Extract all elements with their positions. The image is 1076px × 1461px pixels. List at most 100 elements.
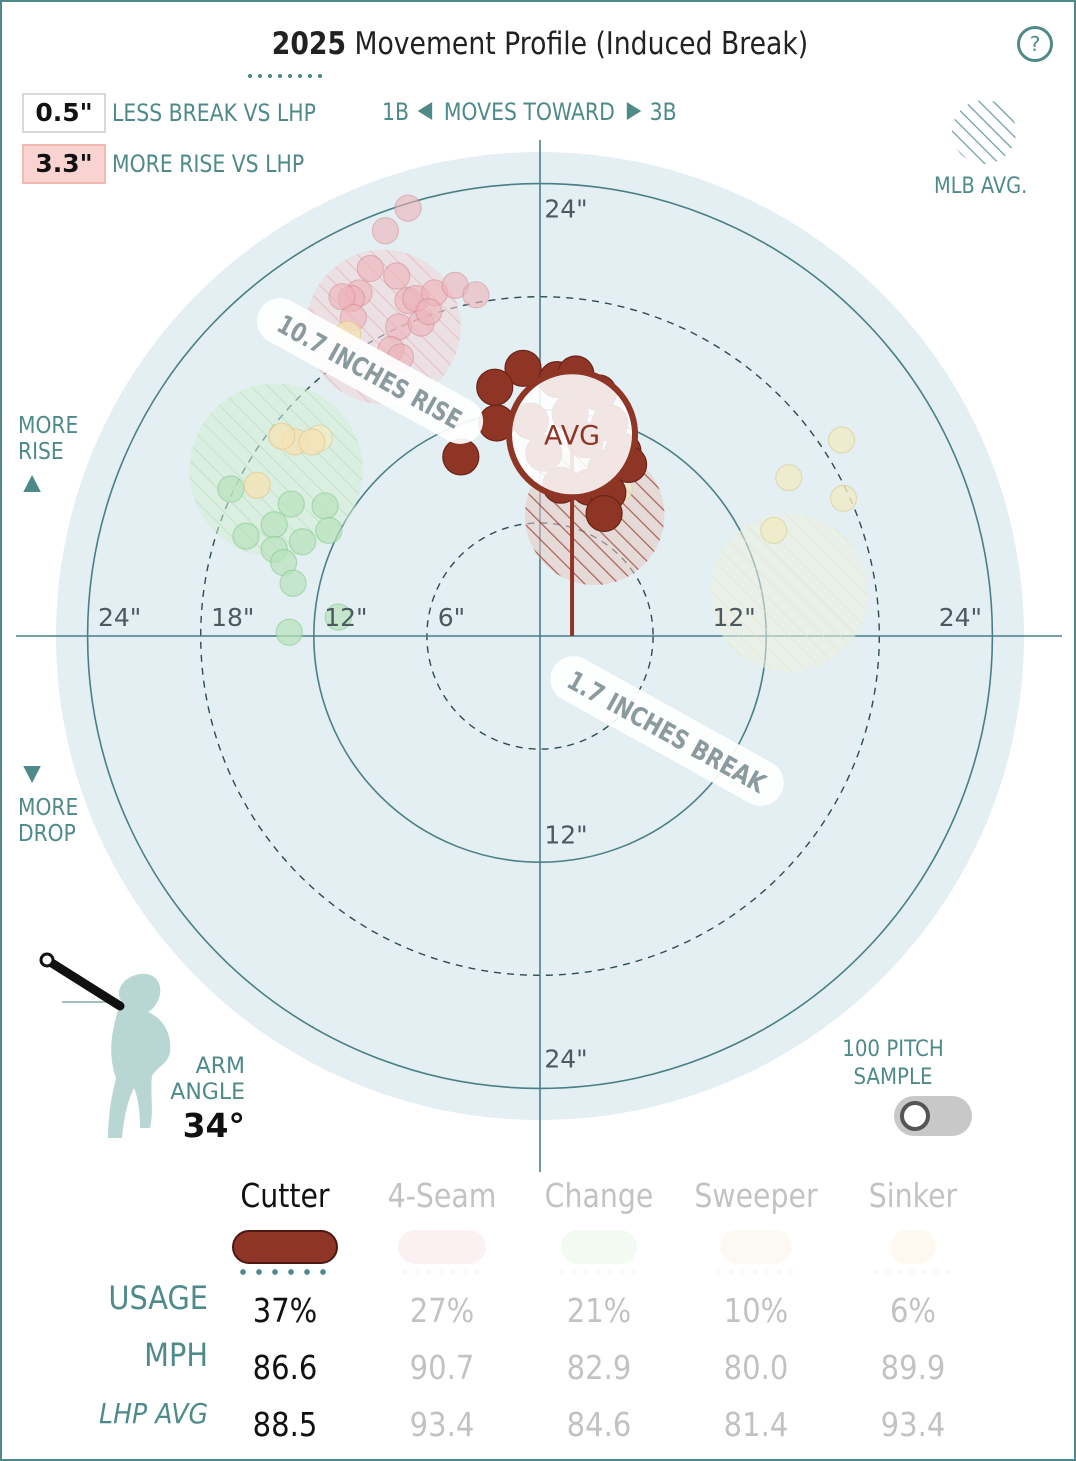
point-cutter-16 xyxy=(585,494,623,533)
mlb-region-hatch-sweeper xyxy=(709,513,868,672)
pitch-color-pill[interactable] xyxy=(720,1230,792,1264)
lhp-avg-row-label: LHP AVG xyxy=(99,1397,208,1430)
pitch-sample-toggle[interactable] xyxy=(894,1096,972,1136)
pitch-tab-cutter[interactable]: Cutter 37% 86.6 88.5 xyxy=(210,1174,360,1453)
pitch-usage: 21% xyxy=(566,1291,632,1330)
mph-row-label: MPH xyxy=(144,1336,208,1374)
point-4-seam-1 xyxy=(371,217,400,245)
pitch-usage: 10% xyxy=(723,1291,789,1330)
x-label-left-24: 24" xyxy=(98,603,141,632)
point-sinker-2 xyxy=(298,428,326,456)
y-label-bottom-24: 24" xyxy=(544,1045,587,1074)
rise-callout-bg xyxy=(256,298,484,444)
more-drop-line-1: MORE xyxy=(18,795,79,821)
pitch-usage: 27% xyxy=(409,1291,475,1330)
point-sweeper-1 xyxy=(827,426,856,454)
point-change-1 xyxy=(277,490,305,518)
more-drop-line-2: DROP xyxy=(18,821,76,847)
less-break-label: LESS BREAK VS LHP xyxy=(112,99,316,127)
pitch-color-pill[interactable] xyxy=(398,1230,486,1264)
average-circle xyxy=(506,368,639,501)
y-label-bottom-12: 12" xyxy=(544,820,587,849)
pitch-lhp-avg: 88.5 xyxy=(252,1405,318,1444)
point-sweeper-0 xyxy=(775,464,803,492)
average-marker: AVG xyxy=(506,368,639,501)
x-label-left-12: 12" xyxy=(324,603,367,632)
pitch-color-pill[interactable] xyxy=(232,1230,338,1264)
point-change-7 xyxy=(315,516,343,545)
point-cutter-17 xyxy=(442,438,480,476)
more-rise-side-label: MORE RISE xyxy=(18,413,78,492)
point-4-seam-3 xyxy=(383,262,411,290)
pitch-lhp-avg: 81.4 xyxy=(723,1405,789,1444)
arrow-up-icon xyxy=(23,475,41,492)
pitch-pill-dots xyxy=(556,1268,642,1276)
help-button[interactable]: ? xyxy=(1017,26,1053,62)
axes xyxy=(16,140,1062,1172)
point-sweeper-2 xyxy=(829,484,858,512)
point-change-3 xyxy=(232,522,260,550)
point-4-seam-11 xyxy=(328,283,356,311)
toggle-knob[interactable] xyxy=(900,1101,930,1131)
sample-label-2: SAMPLE xyxy=(853,1065,933,1090)
mlb-avg-swatch xyxy=(952,100,1016,164)
point-cutter-0 xyxy=(504,349,542,387)
point-sinker-1 xyxy=(268,422,296,450)
point-sweeper-3 xyxy=(760,516,788,545)
pitch-tab-4-seam[interactable]: 4-Seam 27% 90.7 93.4 xyxy=(367,1174,517,1453)
pitch-lhp-avg: 84.6 xyxy=(566,1405,632,1444)
pitch-pill-dots xyxy=(713,1268,799,1276)
pitch-lhp-avg: 93.4 xyxy=(409,1405,475,1444)
pitch-name[interactable]: 4-Seam xyxy=(387,1176,497,1215)
direction-legend: 1B MOVES TOWARD 3B xyxy=(382,98,677,126)
point-change-0 xyxy=(217,475,245,503)
page-title: 2025 Movement Profile (Induced Break) xyxy=(77,26,1002,62)
arm-label-2: ANGLE xyxy=(170,1080,245,1105)
arm-angle-value: 34° xyxy=(182,1106,245,1145)
title-rest: Movement Profile (Induced Break) xyxy=(345,26,809,62)
arrow-left-icon xyxy=(417,102,432,120)
mlb-avg-label: MLB AVG. xyxy=(934,174,1028,199)
point-4-seam-10 xyxy=(462,281,490,309)
x-label-left-18: 18" xyxy=(211,603,254,632)
pitch-lhp-avg: 93.4 xyxy=(880,1405,946,1444)
year-selector-dots[interactable] xyxy=(245,74,323,78)
pitch-pill-dots xyxy=(399,1268,485,1276)
point-change-6 xyxy=(288,528,317,556)
pitch-usage: 6% xyxy=(889,1291,937,1330)
sample-label-1: 100 PITCH xyxy=(842,1037,944,1062)
point-4-seam-17 xyxy=(415,298,443,326)
less-break-value: 0.5" xyxy=(22,93,106,133)
pitch-mph: 86.6 xyxy=(252,1348,318,1387)
title-year[interactable]: 2025 xyxy=(271,26,346,62)
pitch-mph: 80.0 xyxy=(723,1348,789,1387)
more-rise-line-2: RISE xyxy=(18,439,64,465)
pitch-color-pill[interactable] xyxy=(890,1230,936,1264)
pitch-tab-sweeper[interactable]: Sweeper 10% 80.0 81.4 xyxy=(681,1174,831,1453)
pitch-tab-change[interactable]: Change 21% 82.9 84.6 xyxy=(524,1174,674,1453)
point-sinker-3 xyxy=(243,471,271,499)
average-label: AVG xyxy=(544,420,600,451)
arm-angle-label: ARM ANGLE xyxy=(167,1054,245,1106)
more-rise-label: MORE RISE VS LHP xyxy=(112,150,305,178)
point-cutter-3 xyxy=(476,368,514,406)
pitch-usage: 37% xyxy=(252,1291,318,1330)
pitch-color-pill[interactable] xyxy=(561,1230,637,1264)
x-label-right-12: 12" xyxy=(712,603,755,632)
sample-label: 100 PITCH SAMPLE xyxy=(836,1036,949,1092)
arrow-right-icon xyxy=(626,102,642,120)
point-4-seam-0 xyxy=(394,194,422,222)
pitch-mph: 89.9 xyxy=(880,1348,946,1387)
pitch-name[interactable]: Change xyxy=(544,1176,654,1215)
y-label-top-24: 24" xyxy=(544,195,587,224)
x-label-left-6: 6" xyxy=(438,603,465,632)
pitch-name[interactable]: Cutter xyxy=(240,1176,330,1215)
pitch-name[interactable]: Sinker xyxy=(868,1176,958,1215)
point-4-seam-13 xyxy=(385,313,413,341)
pitch-name[interactable]: Sweeper xyxy=(694,1176,818,1215)
pitch-pill-dots xyxy=(870,1268,956,1276)
pitch-pill-dots xyxy=(235,1268,335,1276)
break-callout-bg xyxy=(550,656,784,806)
pitch-tab-sinker[interactable]: Sinker 6% 89.9 93.4 xyxy=(838,1174,988,1453)
